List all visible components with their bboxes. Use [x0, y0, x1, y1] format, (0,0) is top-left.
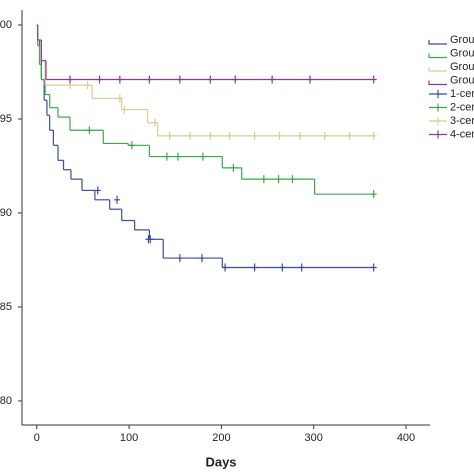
legend-censor-swatch: [429, 130, 447, 139]
legend-label: Group 2: [450, 47, 474, 59]
censor-mark: [151, 118, 158, 127]
legend-censor-swatch: [429, 90, 447, 98]
censor-mark: [176, 254, 183, 263]
legend-swatch: [428, 67, 447, 72]
censor-mark: [251, 131, 258, 140]
censor-mark: [260, 175, 267, 184]
censor-mark: [94, 186, 101, 195]
legend-label: 3-censored: [450, 115, 474, 127]
censor-mark: [296, 131, 303, 140]
censor-mark: [370, 190, 377, 199]
x-tick-label: 0: [34, 432, 40, 444]
censor-mark: [86, 126, 93, 135]
legend-censor-swatch: [429, 117, 447, 125]
censor-mark: [370, 131, 377, 140]
censor-mark: [146, 75, 153, 84]
legend-label: 1-censored: [450, 88, 474, 100]
censor-mark: [116, 94, 123, 103]
censor-mark: [187, 131, 193, 140]
censor-mark: [346, 131, 353, 140]
censor-mark: [269, 75, 276, 84]
censor-mark: [163, 152, 170, 161]
x-tick-label: 400: [397, 432, 415, 444]
y-tick-label: 1.00: [0, 19, 12, 31]
censor-mark: [166, 131, 173, 140]
censor-mark: [370, 263, 377, 272]
x-tick-label: 200: [212, 432, 230, 444]
censor-mark: [279, 263, 286, 272]
censor-mark: [207, 75, 214, 84]
censor-mark: [232, 75, 239, 84]
y-tick-label: .80: [0, 395, 12, 407]
censor-mark: [226, 131, 233, 140]
legend-censor-swatch: [429, 103, 447, 112]
censor-mark: [128, 141, 135, 150]
censor-mark: [121, 105, 128, 114]
x-tick-label: 300: [305, 432, 323, 444]
censor-mark: [370, 75, 377, 84]
legend-swatch: [428, 53, 447, 59]
censor-mark: [176, 75, 183, 84]
censor-mark: [199, 152, 206, 161]
censor-mark: [307, 75, 313, 84]
censor-mark: [321, 131, 328, 140]
legend-label: Group 3: [450, 61, 474, 73]
censor-mark: [207, 131, 214, 140]
censor-mark: [251, 263, 258, 272]
y-tick-label: .90: [0, 207, 12, 219]
censor-mark: [230, 163, 237, 172]
censor-mark: [289, 175, 296, 184]
censor-mark: [276, 131, 283, 140]
censor-mark: [96, 75, 103, 84]
censor-mark: [199, 254, 205, 263]
y-tick-label: .85: [0, 301, 12, 313]
censor-mark: [222, 263, 229, 272]
y-tick-label: .95: [0, 113, 12, 125]
x-tick-label: 100: [120, 432, 138, 444]
censor-mark: [275, 175, 282, 184]
legend-swatch: [428, 40, 447, 45]
legend-label: 4-censored: [450, 128, 474, 140]
legend-label: Group 4: [450, 74, 474, 86]
censor-mark: [114, 195, 121, 204]
censor-mark: [84, 81, 91, 90]
censor-mark: [67, 75, 73, 84]
legend-label: Group 1: [450, 34, 474, 46]
censor-mark: [116, 75, 123, 84]
censor-mark: [298, 263, 305, 272]
x-axis-label: Days: [205, 454, 236, 469]
legend-label: 2-censored: [450, 101, 474, 113]
censor-mark: [147, 235, 154, 244]
censor-mark: [175, 152, 181, 161]
legend-swatch: [428, 80, 447, 86]
